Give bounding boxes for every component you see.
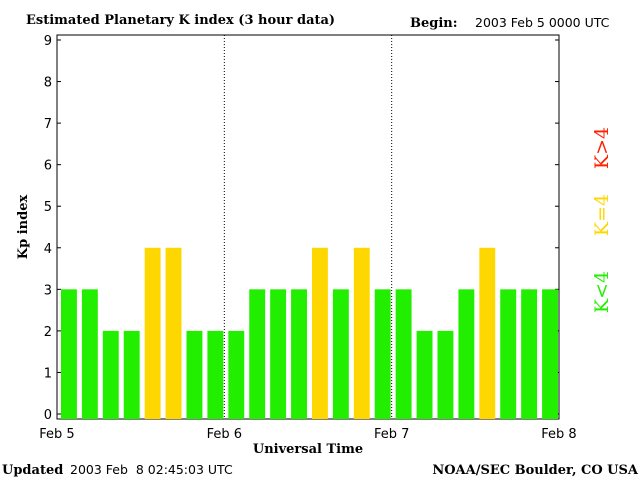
kp-bar (291, 289, 307, 419)
x-tick-label: Feb 7 (374, 427, 409, 442)
chart-title: Estimated Planetary K index (3 hour data… (26, 13, 335, 28)
kp-bar (332, 289, 349, 419)
kp-bar (437, 330, 454, 419)
kp-bar (416, 330, 433, 419)
kp-bar (353, 247, 370, 419)
kp-bar (228, 330, 245, 419)
y-tick-label: 4 (44, 242, 52, 257)
x-tick-label: Feb 8 (541, 427, 576, 442)
updated-value: 2003 Feb 8 02:45:03 UTC (70, 462, 233, 477)
updated-label: Updated (2, 463, 63, 478)
plot-area (56, 34, 560, 420)
kp-bar (61, 289, 77, 419)
kp-bar (479, 247, 496, 419)
kp-bar (374, 289, 391, 419)
kp-bar (270, 289, 287, 419)
kp-bar (102, 330, 119, 419)
legend-low: K<4 (591, 271, 613, 313)
y-tick-label: 0 (44, 408, 52, 423)
kp-bar (395, 289, 412, 419)
y-tick-label: 8 (44, 76, 52, 91)
begin-value: 2003 Feb 5 0000 UTC (475, 15, 610, 30)
x-tick-label: Feb 5 (39, 427, 74, 442)
source-credit: NOAA/SEC Boulder, CO USA (432, 463, 639, 478)
kp-bar (542, 289, 558, 419)
kp-bar (144, 247, 161, 419)
y-tick-label: 9 (44, 34, 52, 49)
legend-equal: K=4 (591, 194, 613, 236)
y-tick-label: 3 (44, 283, 52, 298)
kp-bar (165, 247, 182, 419)
y-tick-label: 1 (44, 366, 52, 381)
legend-high: K>4 (591, 127, 613, 169)
kp-bar (81, 289, 98, 419)
y-tick-label: 2 (44, 325, 52, 340)
kp-bar (186, 330, 203, 419)
y-tick-label: 7 (44, 117, 52, 132)
y-tick-label: 5 (44, 200, 52, 215)
kp-bar (312, 247, 328, 419)
x-axis-label: Universal Time (253, 442, 363, 457)
y-axis-label: Kp index (16, 195, 31, 260)
bars (61, 247, 558, 419)
kp-bar (521, 289, 538, 419)
x-tick-label: Feb 6 (207, 427, 242, 442)
kp-bar (123, 330, 140, 419)
kp-bar (500, 289, 517, 419)
day-dividers (223, 35, 393, 419)
begin-label: Begin: (410, 16, 458, 31)
kp-bar (207, 330, 224, 419)
x-ticks: Feb 5 Feb 6 Feb 7 Feb 8 (39, 427, 576, 442)
kp-bar (458, 289, 475, 419)
kp-bar (249, 289, 266, 419)
y-tick-label: 6 (44, 159, 52, 174)
